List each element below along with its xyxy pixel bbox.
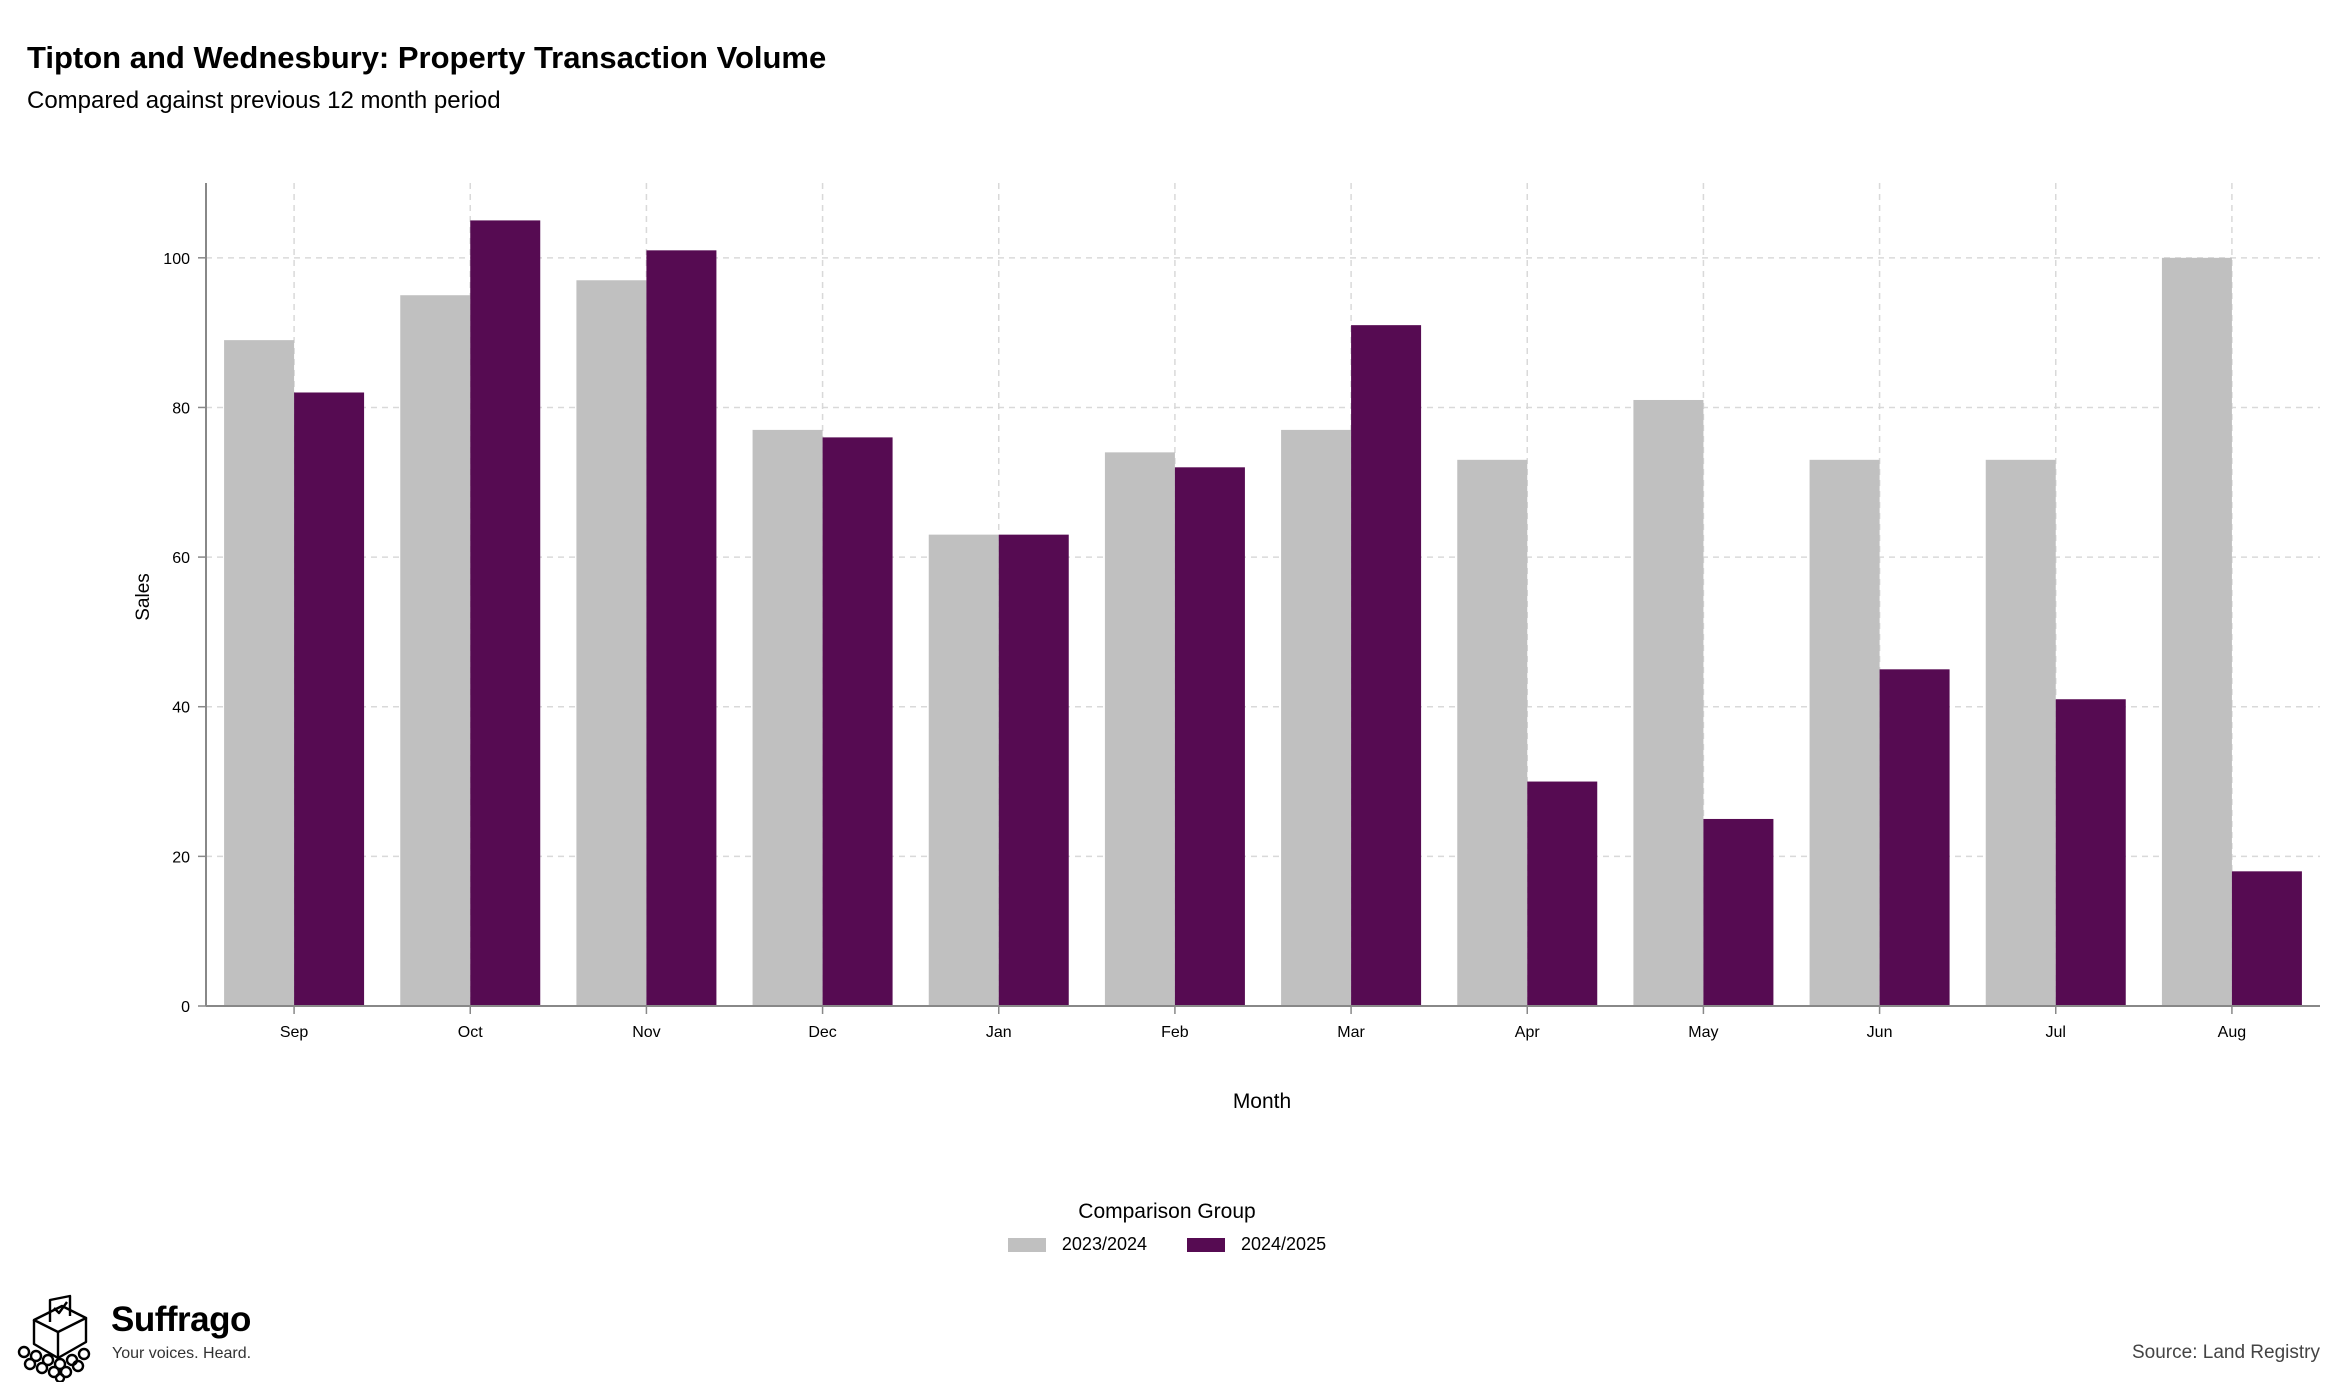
bar-2024-2025-aug — [2231, 871, 2302, 1006]
bar-chart: 0 20 40 60 80 100 Sep Oct Nov Dec Jan Feb Mar Apr May J… — [133, 183, 2320, 1113]
brand-logo: Suffrago Your voices. Heard. — [14, 1292, 274, 1382]
y-axis-label: Sales — [133, 573, 154, 621]
bar-2023-2024-jan — [928, 534, 999, 1006]
brand-name: Suffrago — [111, 1300, 251, 1339]
tick-labels: 0 20 40 60 80 100 Sep Oct Nov Dec Jan Feb Mar Apr May J… — [163, 251, 2246, 1041]
x-tick-label: Jun — [1867, 1024, 1893, 1041]
legend-items: 2023/2024 2024/2025 — [0, 1234, 2334, 1255]
x-axis-label: Month — [1233, 1090, 1291, 1113]
legend-swatch — [1007, 1237, 1046, 1252]
legend-label: 2023/2024 — [1061, 1234, 1147, 1254]
x-tick-label: Mar — [1337, 1024, 1365, 1041]
source-note: Source: Land Registry — [2132, 1342, 2320, 1363]
bar-2023-2024-aug — [2161, 257, 2232, 1006]
chart-title: Tipton and Wednesbury: Property Transact… — [27, 40, 827, 75]
legend: Comparison Group 2023/2024 2024/2025 — [0, 1200, 2334, 1255]
bar-2023-2024-nov — [576, 280, 647, 1006]
bar-2023-2024-may — [1633, 399, 1704, 1006]
x-tick-label: Feb — [1161, 1024, 1189, 1041]
y-tick-label: 40 — [172, 700, 190, 717]
x-tick-label: Dec — [808, 1024, 836, 1041]
legend-label: 2024/2025 — [1241, 1234, 1327, 1254]
bar-2023-2024-oct — [400, 295, 471, 1006]
x-tick-label: Apr — [1515, 1024, 1541, 1041]
y-tick-label: 60 — [172, 550, 190, 567]
y-tick-label: 80 — [172, 400, 190, 417]
x-tick-label: May — [1688, 1024, 1718, 1041]
bar-2024-2025-oct — [470, 220, 541, 1007]
bar-2024-2025-feb — [1174, 467, 1245, 1006]
y-tick-label: 20 — [172, 849, 190, 866]
legend-title: Comparison Group — [1078, 1200, 1256, 1223]
bar-2023-2024-apr — [1457, 459, 1528, 1006]
x-tick-label: Oct — [458, 1024, 483, 1041]
legend-item-2023-2024: 2023/2024 — [1007, 1234, 1147, 1255]
bar-2023-2024-dec — [752, 429, 823, 1006]
y-tick-label: 100 — [163, 251, 190, 268]
bar-2024-2025-apr — [1527, 781, 1598, 1006]
bar-2024-2025-jul — [2055, 699, 2126, 1006]
bar-2023-2024-feb — [1104, 452, 1175, 1006]
bar-2023-2024-jun — [1809, 459, 1880, 1006]
bar-2023-2024-jul — [1985, 459, 2056, 1006]
bar-2024-2025-nov — [646, 250, 717, 1006]
axes — [198, 183, 2320, 1014]
bar-2024-2025-jun — [1879, 669, 1950, 1006]
bars — [224, 220, 2302, 1007]
x-tick-label: Aug — [2218, 1024, 2246, 1041]
bar-2024-2025-may — [1703, 818, 1774, 1006]
bar-2023-2024-sep — [224, 340, 295, 1007]
legend-item-2024-2025: 2024/2025 — [1187, 1234, 1326, 1255]
legend-swatch — [1187, 1237, 1225, 1252]
bar-2024-2025-jan — [998, 534, 1069, 1006]
bar-2024-2025-sep — [294, 392, 365, 1006]
x-tick-label: Jul — [2046, 1024, 2066, 1041]
bar-2024-2025-dec — [822, 437, 893, 1006]
y-tick-label: 0 — [181, 999, 190, 1016]
x-tick-label: Sep — [280, 1024, 309, 1041]
ballot-box-icon — [17, 1294, 91, 1382]
x-tick-label: Jan — [986, 1024, 1012, 1041]
chart-subtitle: Compared against previous 12 month perio… — [27, 87, 501, 114]
bar-2024-2025-mar — [1351, 325, 1422, 1006]
brand-tagline: Your voices. Heard. — [112, 1345, 252, 1362]
bar-2023-2024-mar — [1281, 429, 1352, 1006]
x-tick-label: Nov — [632, 1024, 660, 1041]
